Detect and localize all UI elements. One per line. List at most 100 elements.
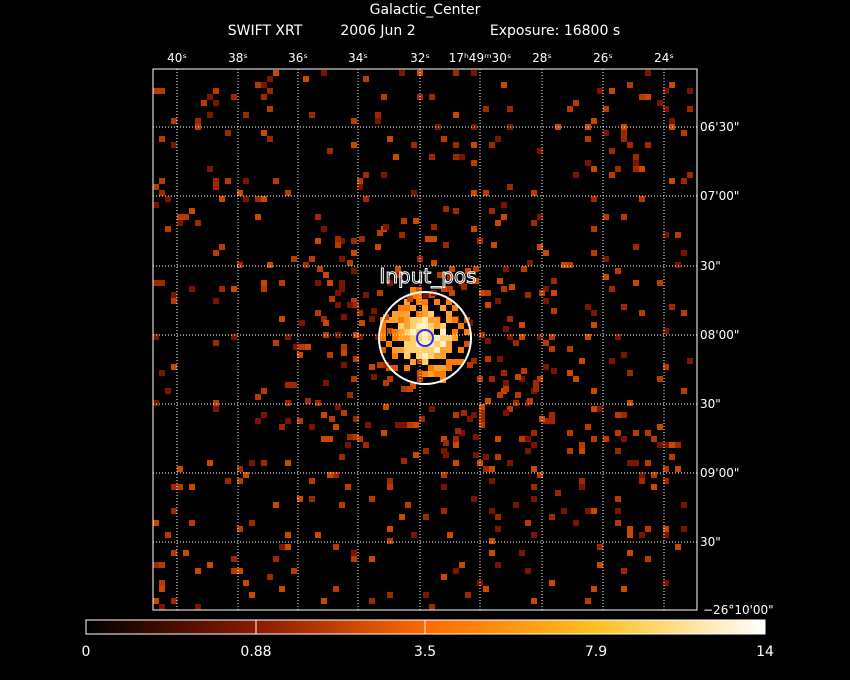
event-pixel [663, 442, 669, 448]
grid [153, 69, 697, 610]
event-pixel [537, 148, 543, 154]
event-pixel [351, 550, 357, 556]
event-pixel [393, 154, 399, 160]
source-pixel [464, 341, 470, 347]
event-pixel [339, 286, 345, 292]
event-pixel [603, 256, 609, 262]
halo-pixel [323, 272, 329, 278]
event-pixel [183, 550, 189, 556]
event-pixel [309, 478, 315, 484]
event-pixel [153, 598, 159, 604]
event-pixel [441, 472, 447, 478]
halo-pixel [437, 272, 443, 278]
event-pixel [639, 310, 645, 316]
event-pixel [267, 76, 273, 82]
event-pixel [567, 430, 573, 436]
event-pixel [675, 232, 681, 238]
halo-pixel [305, 398, 311, 404]
event-pixel [663, 364, 669, 370]
event-pixel [285, 460, 291, 466]
event-pixel [597, 544, 603, 550]
event-pixel [237, 478, 243, 484]
event-pixel [573, 520, 579, 526]
source-pixel [380, 329, 386, 335]
halo-pixel [431, 224, 437, 230]
event-pixel [663, 232, 669, 238]
halo-pixel [401, 422, 407, 428]
event-pixel [447, 532, 453, 538]
event-pixel [279, 586, 285, 592]
event-pixel [177, 220, 183, 226]
event-pixel [519, 550, 525, 556]
event-pixel [261, 412, 267, 418]
source-pixel [392, 347, 398, 353]
event-pixel [627, 370, 633, 376]
event-pixel [489, 538, 495, 544]
event-pixel [423, 292, 429, 298]
event-pixel [507, 334, 513, 340]
source-pixel [416, 287, 422, 293]
source-pixel [404, 311, 410, 317]
source-pixel [446, 365, 452, 371]
event-pixel [159, 190, 165, 196]
halo-pixel [461, 410, 467, 416]
source-pixel [434, 335, 440, 341]
event-pixel [315, 280, 321, 286]
event-pixel [489, 376, 495, 382]
event-pixel [165, 226, 171, 232]
event-pixel [585, 334, 591, 340]
halo-pixel [413, 218, 419, 224]
event-pixel [321, 598, 327, 604]
halo-pixel [431, 260, 437, 266]
event-pixel [177, 214, 183, 220]
event-pixel [153, 202, 159, 208]
event-pixel [321, 316, 327, 322]
halo-pixel [503, 266, 509, 272]
event-pixel [615, 496, 621, 502]
event-pixel [483, 586, 489, 592]
event-pixel [531, 430, 537, 436]
event-pixel [399, 514, 405, 520]
halo-pixel [305, 344, 311, 350]
event-pixel [285, 400, 291, 406]
event-pixel [441, 436, 447, 442]
event-pixel [591, 166, 597, 172]
event-pixel [687, 106, 693, 112]
event-pixel [687, 88, 693, 94]
event-pixel [579, 442, 585, 448]
event-pixel [189, 520, 195, 526]
error-circle [378, 291, 472, 385]
image [153, 70, 693, 610]
event-pixel [171, 298, 177, 304]
source-pixel [422, 329, 428, 335]
source-pixel [428, 365, 434, 371]
event-pixel [171, 484, 177, 490]
source-pixel [422, 341, 428, 347]
source-label: Input_pos [379, 264, 476, 288]
source-pixel [416, 293, 422, 299]
event-pixel [153, 184, 159, 190]
ra-label: 28ˢ [532, 51, 552, 65]
halo-pixel [341, 344, 347, 350]
event-pixel [327, 280, 333, 286]
source-pixel [392, 329, 398, 335]
event-pixel [195, 568, 201, 574]
event-pixel [255, 196, 261, 202]
event-pixel [207, 166, 213, 172]
dec-label: 30" [700, 535, 721, 549]
event-pixel [459, 154, 465, 160]
event-pixel [309, 112, 315, 118]
event-pixel [333, 544, 339, 550]
event-pixel [645, 460, 651, 466]
event-pixel [405, 502, 411, 508]
event-pixel [603, 436, 609, 442]
event-pixel [381, 94, 387, 100]
event-pixel [225, 178, 231, 184]
halo-pixel [485, 290, 491, 296]
event-pixel [321, 226, 327, 232]
event-pixel [513, 400, 519, 406]
event-pixel [531, 532, 537, 538]
source-pixel [386, 341, 392, 347]
ra-label: 38ˢ [228, 51, 248, 65]
event-pixel [645, 94, 651, 100]
